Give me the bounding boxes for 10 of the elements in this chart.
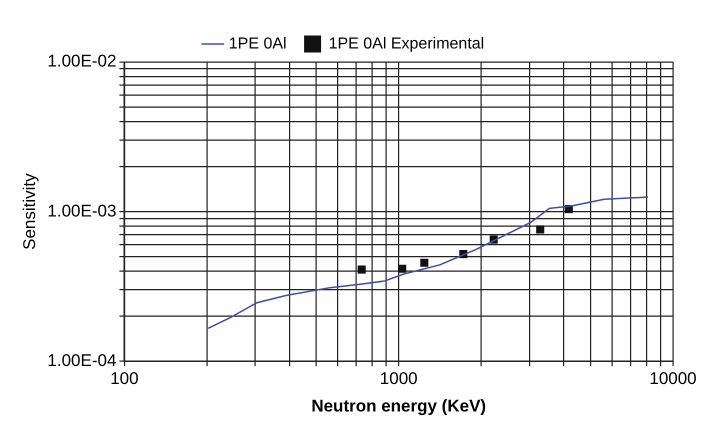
legend-label: 1PE 0Al — [228, 35, 287, 52]
x-tick-label: 1000 — [380, 369, 418, 388]
x-tick-label: 100 — [110, 369, 139, 388]
legend-label: 1PE 0Al Experimental — [328, 35, 484, 52]
y-tick-label: 1.00E-04 — [47, 350, 116, 370]
x-tick-label: 10000 — [649, 369, 697, 388]
y-tick-label: 1.00E-02 — [47, 52, 116, 71]
y-axis-title: Sensitivity — [20, 172, 39, 250]
x-axis-title: Neutron energy (KeV) — [311, 396, 486, 416]
y-tick-label: 1.00E-03 — [47, 201, 116, 220]
